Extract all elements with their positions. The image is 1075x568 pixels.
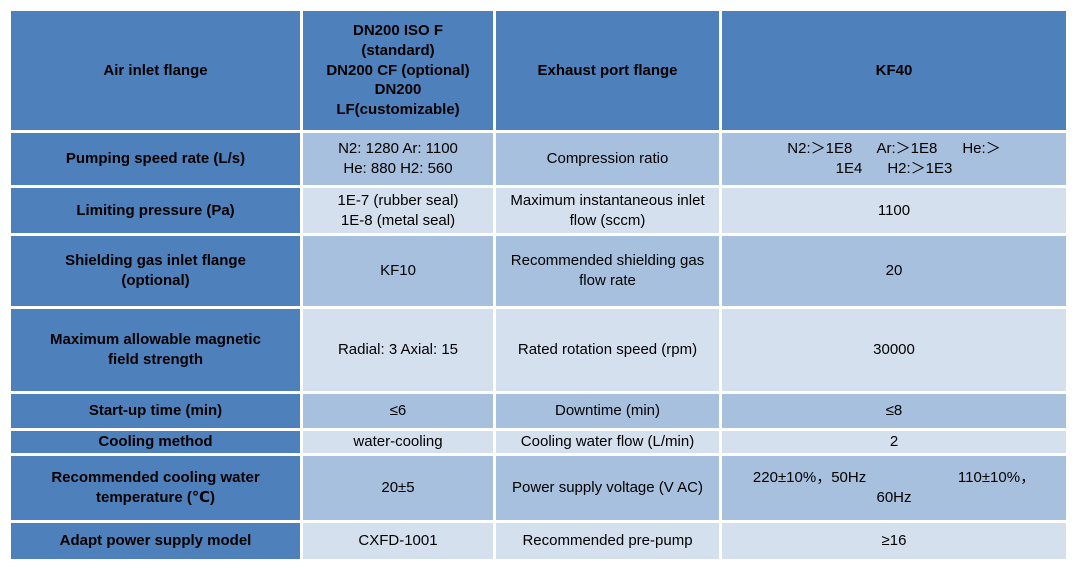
rated-rotation-speed-value: 30000 [722,309,1066,391]
exhaust-port-flange-value: KF40 [722,11,1066,130]
compression-ratio-value: N2:＞1E8 Ar:＞1E8 He:＞ 1E4 H2:＞1E3 [722,133,1066,185]
table-row: Limiting pressure (Pa) 1E-7 (rubber seal… [11,188,1066,233]
cooling-method-value: water-cooling [303,431,493,453]
compression-ratio-label: Compression ratio [496,133,719,185]
startup-time-value: ≤6 [303,394,493,428]
shielding-gas-inlet-flange-value: KF10 [303,236,493,306]
table-row: Adapt power supply model CXFD-1001 Recom… [11,523,1066,559]
cooling-water-flow-label: Cooling water flow (L/min) [496,431,719,453]
cooling-water-temperature-label: Recommended cooling water temperature (℃… [11,456,300,520]
power-supply-voltage-value: 220±10%，50Hz 110±10%， 60Hz [722,456,1066,520]
table-row: Air inlet flange DN200 ISO F (standard) … [11,11,1066,130]
table-row: Shielding gas inlet flange (optional) KF… [11,236,1066,306]
pumping-speed-label: Pumping speed rate (L/s) [11,133,300,185]
cooling-water-temperature-value: 20±5 [303,456,493,520]
table-row: Maximum allowable magnetic field strengt… [11,309,1066,391]
downtime-value: ≤8 [722,394,1066,428]
exhaust-port-flange-label: Exhaust port flange [496,11,719,130]
max-magnetic-field-label: Maximum allowable magnetic field strengt… [11,309,300,391]
downtime-label: Downtime (min) [496,394,719,428]
limiting-pressure-label: Limiting pressure (Pa) [11,188,300,233]
rated-rotation-speed-label: Rated rotation speed (rpm) [496,309,719,391]
spec-table: Air inlet flange DN200 ISO F (standard) … [8,8,1069,562]
max-instantaneous-inlet-flow-label: Maximum instantaneous inlet flow (sccm) [496,188,719,233]
table-row: Cooling method water-cooling Cooling wat… [11,431,1066,453]
max-magnetic-field-value: Radial: 3 Axial: 15 [303,309,493,391]
table-row: Start-up time (min) ≤6 Downtime (min) ≤8 [11,394,1066,428]
pumping-speed-value: N2: 1280 Ar: 1100 He: 880 H2: 560 [303,133,493,185]
startup-time-label: Start-up time (min) [11,394,300,428]
adapt-power-supply-model-label: Adapt power supply model [11,523,300,559]
shielding-gas-inlet-flange-label: Shielding gas inlet flange (optional) [11,236,300,306]
adapt-power-supply-model-value: CXFD-1001 [303,523,493,559]
power-supply-voltage-label: Power supply voltage (V AC) [496,456,719,520]
air-inlet-flange-value: DN200 ISO F (standard) DN200 CF (optiona… [303,11,493,130]
table-row: Recommended cooling water temperature (℃… [11,456,1066,520]
recommended-pre-pump-label: Recommended pre-pump [496,523,719,559]
shielding-gas-flow-rate-value: 20 [722,236,1066,306]
shielding-gas-flow-rate-label: Recommended shielding gas flow rate [496,236,719,306]
recommended-pre-pump-value: ≥16 [722,523,1066,559]
max-instantaneous-inlet-flow-value: 1100 [722,188,1066,233]
limiting-pressure-value: 1E-7 (rubber seal) 1E-8 (metal seal) [303,188,493,233]
cooling-water-flow-value: 2 [722,431,1066,453]
air-inlet-flange-label: Air inlet flange [11,11,300,130]
table-row: Pumping speed rate (L/s) N2: 1280 Ar: 11… [11,133,1066,185]
cooling-method-label: Cooling method [11,431,300,453]
